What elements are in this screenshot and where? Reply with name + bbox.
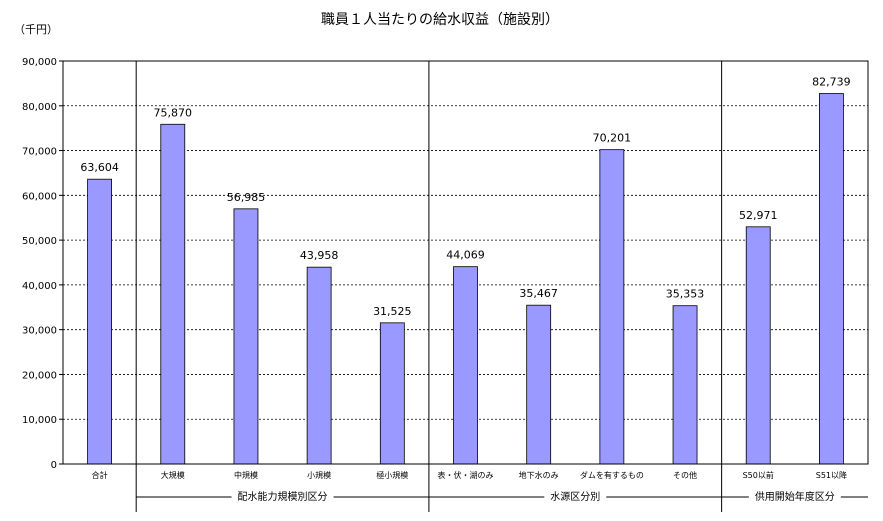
y-tick-label: 0 bbox=[51, 460, 57, 471]
data-label: 70,201 bbox=[593, 132, 632, 145]
bar bbox=[160, 123, 186, 465]
bar bbox=[599, 149, 625, 465]
bars bbox=[87, 93, 844, 465]
x-tick-label: S51以降 bbox=[816, 470, 847, 480]
unit-label: （千円） bbox=[14, 23, 58, 36]
x-tick-label: その他 bbox=[673, 470, 697, 480]
data-label: 44,069 bbox=[446, 249, 485, 262]
data-label: 75,870 bbox=[154, 106, 193, 119]
bar bbox=[819, 93, 844, 465]
data-label: 35,353 bbox=[666, 288, 705, 301]
bar bbox=[453, 266, 478, 465]
data-label: 31,525 bbox=[373, 305, 412, 318]
data-label: 63,604 bbox=[80, 161, 119, 174]
bar bbox=[672, 305, 698, 465]
x-tick-label: 表・伏・湖のみ bbox=[438, 470, 494, 480]
y-tick-label: 30,000 bbox=[22, 326, 57, 337]
x-tick-label: 小規模 bbox=[307, 470, 331, 480]
x-tick-label: S50以前 bbox=[743, 470, 774, 480]
x-axis-ticks: 合計 大規模 中規模 小規模 極小規模 表・伏・湖のみ 地下水のみ ダムを有するもの その他 S5… bbox=[92, 470, 847, 480]
bar bbox=[745, 226, 771, 465]
group-label: 配水能力規模別区分 bbox=[238, 490, 328, 503]
y-tick-label: 70,000 bbox=[22, 147, 57, 158]
data-labels: 63,604 75,870 56,985 43,958 31,525 44,069 35,4… bbox=[80, 76, 850, 318]
y-tick-label: 10,000 bbox=[22, 415, 57, 426]
y-axis-ticks: 0 10,000 20,000 30,000 40,000 50,000 60,000 70,… bbox=[22, 57, 63, 471]
chart-title: 職員１人当たりの給水収益（施設別） bbox=[321, 12, 559, 28]
x-tick-label: 大規模 bbox=[161, 470, 185, 480]
bar bbox=[87, 178, 112, 465]
y-tick-label: 50,000 bbox=[22, 236, 57, 247]
plot-frame bbox=[62, 60, 869, 465]
bar bbox=[306, 266, 332, 465]
x-tick-label: 合計 bbox=[92, 470, 108, 480]
y-tick-label: 90,000 bbox=[22, 57, 57, 68]
y-tick-label: 60,000 bbox=[22, 191, 57, 202]
data-label: 52,971 bbox=[739, 209, 778, 222]
y-tick-label: 40,000 bbox=[22, 281, 57, 292]
x-tick-label: 中規模 bbox=[234, 470, 258, 480]
group-label: 水源区分別 bbox=[550, 490, 600, 503]
bar bbox=[379, 322, 405, 465]
data-label: 56,985 bbox=[227, 191, 266, 204]
group-labels: 配水能力規模別区分 水源区分別 供用開始年度区分 bbox=[135, 61, 868, 512]
y-tick-label: 80,000 bbox=[22, 102, 57, 113]
x-tick-label: 地下水のみ bbox=[519, 470, 559, 480]
data-label: 35,467 bbox=[519, 287, 558, 300]
bar bbox=[526, 304, 552, 465]
bar bbox=[233, 208, 259, 465]
y-tick-label: 20,000 bbox=[22, 370, 57, 381]
x-tick-label: 極小規模 bbox=[376, 470, 408, 480]
x-tick-label: ダムを有するもの bbox=[580, 470, 644, 480]
data-label: 82,739 bbox=[812, 76, 851, 89]
data-label: 43,958 bbox=[300, 249, 339, 262]
group-label: 供用開始年度区分 bbox=[755, 490, 835, 503]
